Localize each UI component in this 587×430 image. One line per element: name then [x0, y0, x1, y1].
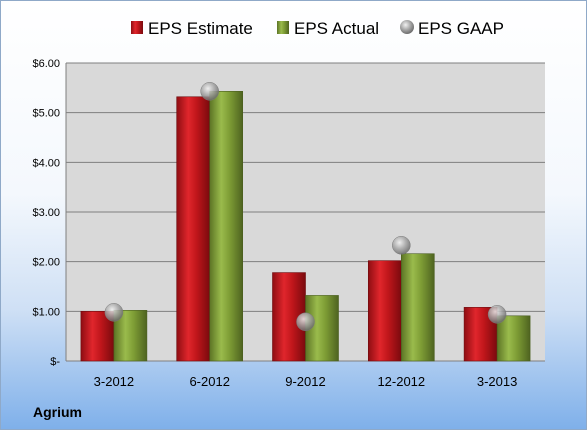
bar-eps-estimate [176, 96, 210, 362]
legend-eps-actual: EPS Actual [277, 19, 379, 38]
marker-eps-gaap [392, 236, 411, 255]
legend-swatch [131, 21, 143, 34]
marker-eps-gaap [104, 303, 124, 322]
bar-eps-actual [496, 315, 531, 362]
x-tick-label: 3-2013 [477, 374, 517, 389]
y-tick-label: $5.00 [32, 108, 60, 120]
x-tick-label: 6-2012 [189, 374, 229, 389]
legend-eps-gaap: EPS GAAP [400, 19, 504, 38]
legend-label: EPS Estimate [148, 19, 253, 38]
legend-label: EPS Actual [294, 19, 379, 38]
y-tick-label: $- [50, 356, 60, 368]
legend-swatch [400, 20, 414, 34]
marker-eps-gaap [200, 82, 219, 101]
y-tick-label: $1.00 [32, 306, 60, 318]
legend-swatch [277, 21, 289, 34]
bar-eps-actual [400, 253, 435, 362]
x-tick-label: 12-2012 [377, 374, 425, 389]
y-tick-label: $3.00 [32, 207, 60, 219]
y-tick-label: $2.00 [32, 257, 60, 269]
bar-eps-actual [209, 91, 243, 362]
legend-label: EPS GAAP [418, 19, 504, 38]
y-tick-label: $6.00 [32, 58, 60, 70]
x-tick-label: 9-2012 [285, 374, 325, 389]
bar-eps-estimate [367, 260, 402, 362]
legend-eps-estimate: EPS Estimate [131, 19, 253, 38]
x-tick-label: 3-2012 [94, 374, 134, 389]
marker-eps-gaap [296, 312, 315, 332]
marker-eps-gaap [487, 305, 507, 324]
y-tick-label: $4.00 [32, 157, 60, 169]
